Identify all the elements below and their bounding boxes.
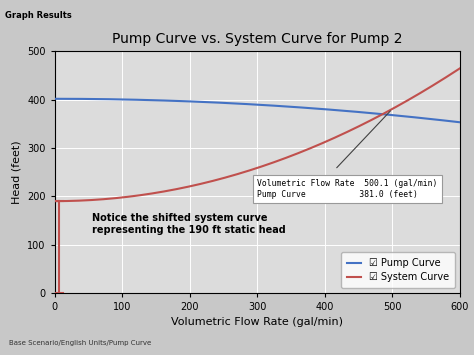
Text: Base Scenario/English Units/Pump Curve: Base Scenario/English Units/Pump Curve [9,340,152,345]
Pump Curve [212,100,218,105]
System Curve [457,66,463,71]
Text: Notice the shifted system curve
representing the 190 ft static head: Notice the shifted system curve represen… [91,213,285,235]
System Curve [184,185,190,189]
Pump Curve [307,106,312,110]
System Curve [344,130,350,134]
System Curve [346,129,352,133]
Legend: ☑ Pump Curve, ☑ System Curve: ☑ Pump Curve, ☑ System Curve [341,252,455,288]
Y-axis label: Head (feet): Head (feet) [11,140,21,204]
Pump Curve [344,109,350,113]
Line: Pump Curve: Pump Curve [55,99,460,122]
Title: Pump Curve vs. System Curve for Pump 2: Pump Curve vs. System Curve for Pump 2 [112,32,402,46]
Pump Curve [457,120,463,124]
Pump Curve [184,99,190,103]
System Curve [52,199,57,203]
Text: Graph Results: Graph Results [5,11,72,20]
System Curve [307,147,312,151]
Pump Curve [52,97,57,101]
System Curve [212,178,218,182]
Pump Curve [346,109,352,113]
Pump Curve [100,97,106,101]
Line: System Curve: System Curve [55,69,460,201]
X-axis label: Volumetric Flow Rate (gal/min): Volumetric Flow Rate (gal/min) [171,317,343,327]
System Curve [100,197,106,201]
Text: Volumetric Flow Rate  500.1 (gal/min)
Pump Curve           381.0 (feet): Volumetric Flow Rate 500.1 (gal/min) Pum… [257,179,438,199]
